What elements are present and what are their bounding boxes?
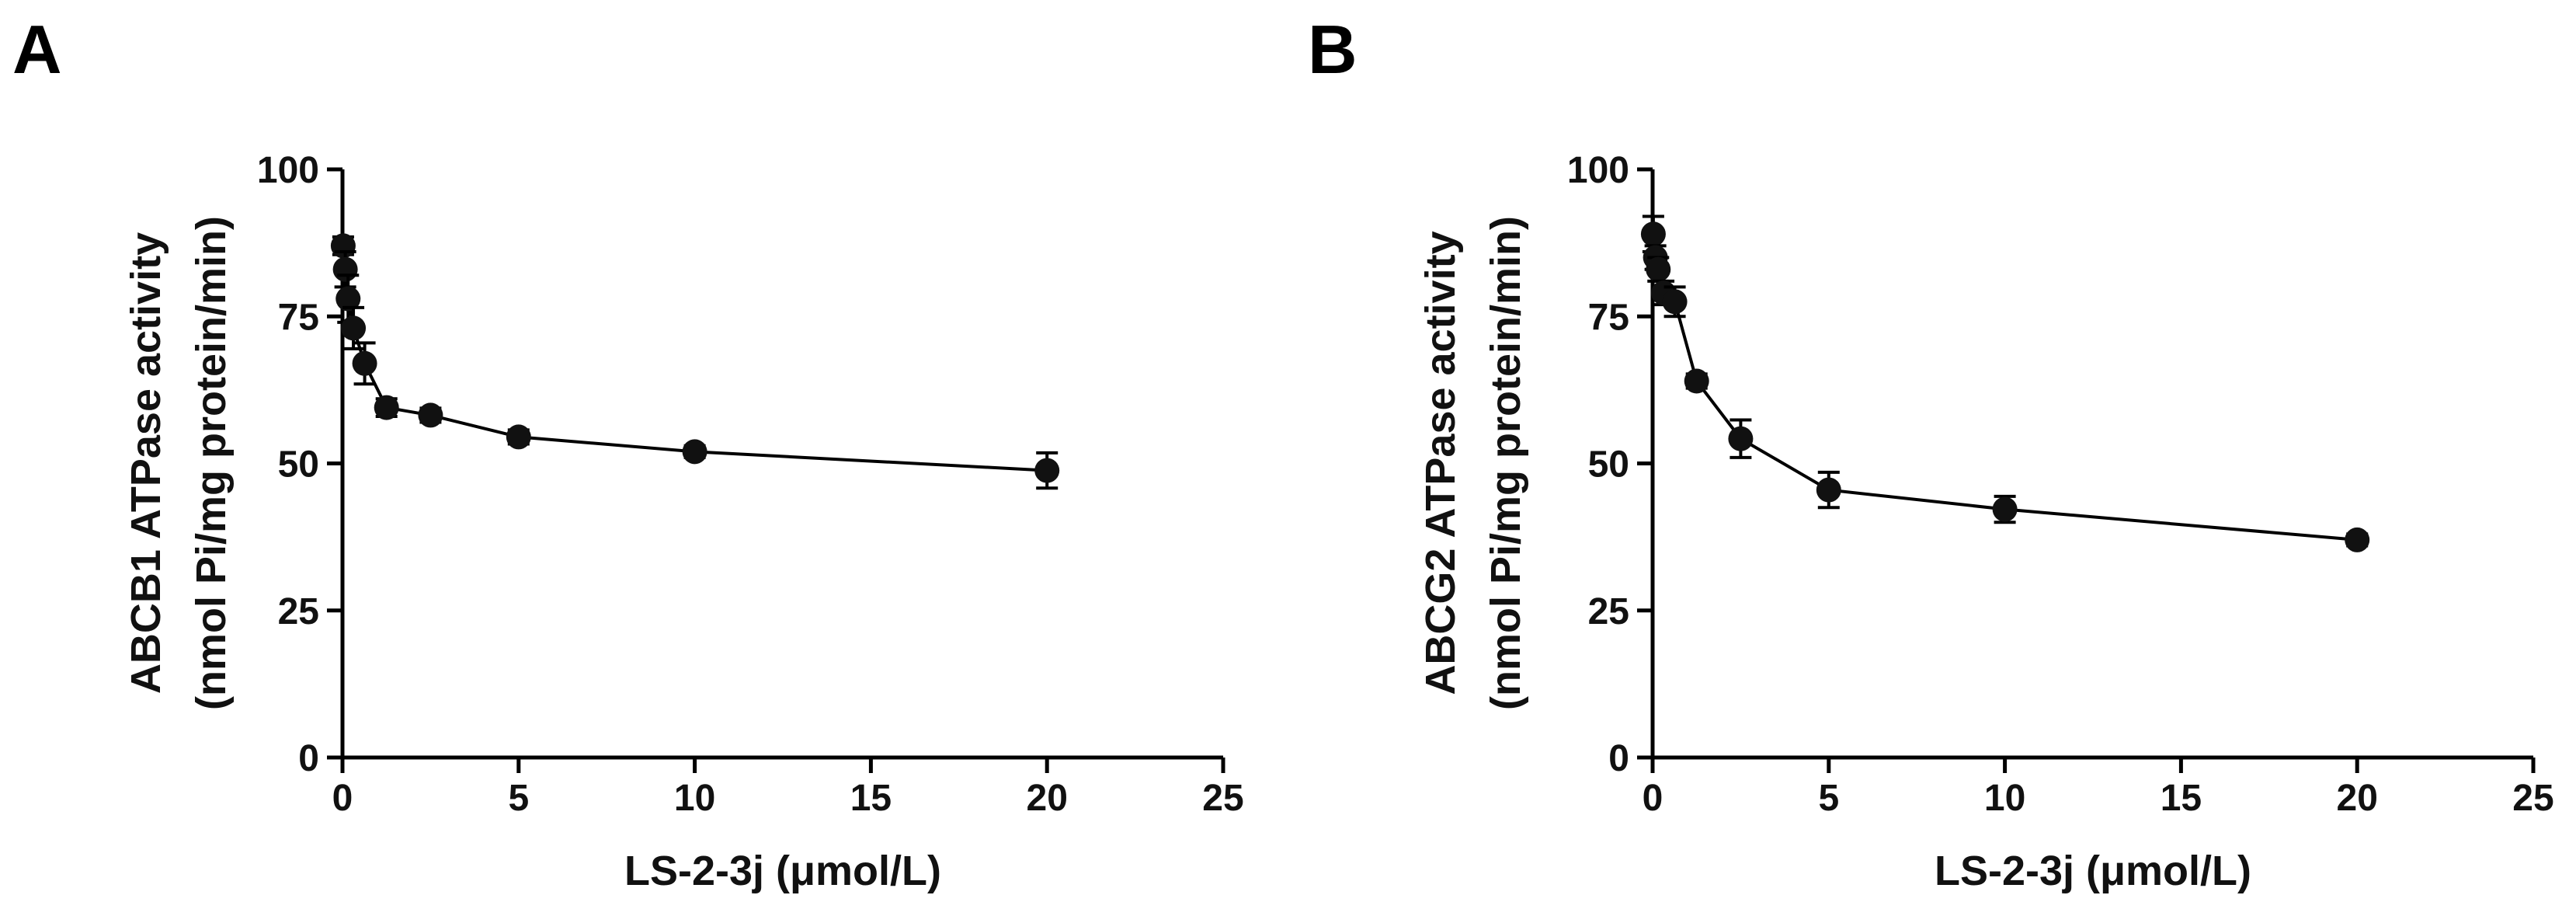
y-tick-label: 25: [278, 591, 319, 632]
x-tick-label: 10: [674, 778, 715, 819]
y-tick-label: 100: [1567, 150, 1629, 191]
series-line: [341, 246, 1048, 472]
data-point: [1816, 477, 1841, 503]
panel-label: B: [1308, 11, 1358, 88]
data-point: [352, 350, 377, 376]
y-tick-label: 0: [298, 738, 319, 779]
tick-group: 0 25 50 75 100 0 5 10 15 20 25: [257, 150, 1244, 819]
x-tick-label: 20: [2337, 778, 2378, 819]
data-point: [1684, 368, 1709, 394]
y-tick-label: 0: [1608, 738, 1629, 779]
x-tick-label: 25: [1202, 778, 1243, 819]
data-point: [332, 256, 358, 282]
data-point: [418, 402, 443, 428]
x-tick-label: 10: [1984, 778, 2025, 819]
data-point: [506, 424, 531, 450]
x-tick-label: 5: [1818, 778, 1839, 819]
data-point: [1662, 289, 1688, 315]
x-tick-label: 0: [1643, 778, 1663, 819]
y-tick-label: 50: [278, 444, 319, 486]
data-point: [341, 315, 367, 341]
y-axis-label-line1: ABCB1 ATPase activity: [123, 232, 169, 694]
x-tick-label: 20: [1027, 778, 1068, 819]
y-tick-label: 25: [1588, 591, 1629, 632]
x-tick-label: 25: [2512, 778, 2553, 819]
data-point: [1034, 458, 1060, 483]
data-point: [374, 395, 399, 420]
y-tick-label: 75: [1588, 297, 1629, 338]
x-tick-label: 15: [850, 778, 892, 819]
data-point: [682, 439, 707, 465]
data-point: [330, 233, 356, 259]
y-tick-label: 75: [278, 297, 319, 338]
x-tick-label: 5: [508, 778, 529, 819]
y-axis-label-line2: (nmol Pi/mg protein/min): [1483, 216, 1529, 710]
data-series: [1640, 214, 2370, 552]
data-point: [1640, 221, 1666, 247]
y-tick-label: 50: [1588, 444, 1629, 486]
x-axis-label: LS-2-3j (μmol/L): [1935, 848, 2251, 894]
series-line: [1651, 234, 2358, 542]
y-axis-label-line1: ABCG2 ATPase activity: [1417, 231, 1464, 695]
data-series: [330, 233, 1060, 490]
data-point: [335, 286, 361, 312]
y-axis-label-line2: (nmol Pi/mg protein/min): [188, 216, 235, 710]
panel-label: A: [12, 11, 62, 88]
y-tick-label: 100: [257, 150, 319, 191]
x-tick-label: 15: [2161, 778, 2202, 819]
x-tick-label: 0: [332, 778, 353, 819]
data-point: [2345, 527, 2370, 552]
data-point: [1992, 496, 2018, 522]
x-axis-label: LS-2-3j (μmol/L): [624, 848, 941, 894]
data-point: [1646, 256, 1671, 282]
tick-group: 0 25 50 75 100 0 5 10 15 20 25: [1567, 150, 2554, 819]
data-point: [1728, 426, 1754, 451]
